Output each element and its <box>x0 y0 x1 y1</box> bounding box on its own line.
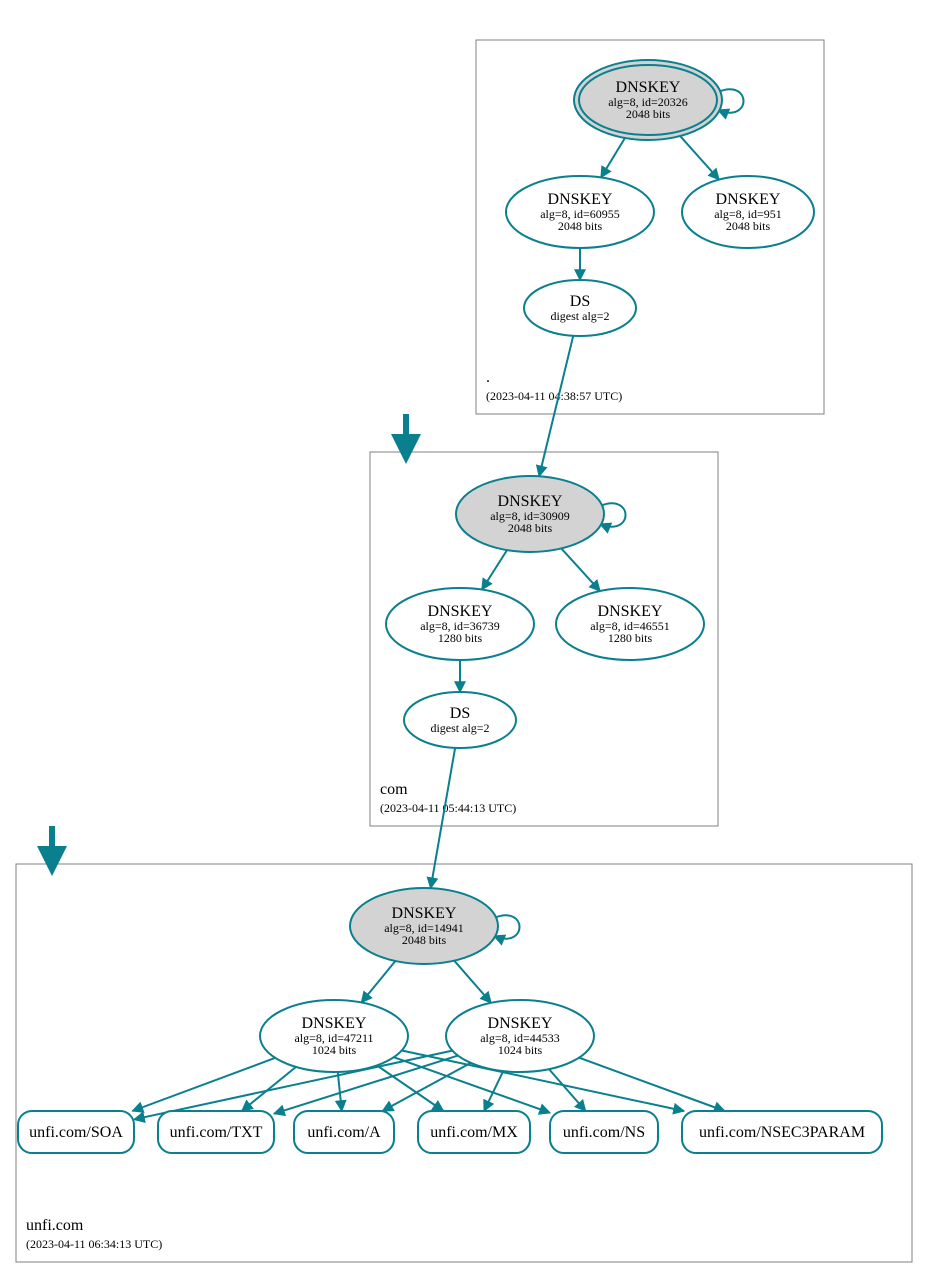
zone-timestamp: (2023-04-11 05:44:13 UTC) <box>380 801 516 815</box>
svg-text:2048 bits: 2048 bits <box>726 219 771 233</box>
zone-timestamp: (2023-04-11 04:38:57 UTC) <box>486 389 622 403</box>
svg-text:unfi.com/SOA: unfi.com/SOA <box>29 1124 123 1141</box>
edge <box>482 550 507 589</box>
edge <box>454 961 491 1003</box>
edge <box>361 961 395 1003</box>
svg-text:2048 bits: 2048 bits <box>402 933 447 947</box>
edge <box>680 136 719 180</box>
edge <box>132 1058 275 1111</box>
svg-text:DNSKEY: DNSKEY <box>716 191 781 208</box>
dnssec-diagram: . (2023-04-11 04:38:57 UTC) com (2023-04-11… <box>0 0 928 1278</box>
svg-text:1280 bits: 1280 bits <box>438 631 483 645</box>
svg-text:unfi.com/MX: unfi.com/MX <box>430 1124 518 1141</box>
node-rr_n3p: unfi.com/NSEC3PARAM <box>682 1111 882 1153</box>
svg-text:DS: DS <box>450 705 470 722</box>
svg-text:unfi.com/A: unfi.com/A <box>307 1124 381 1141</box>
node-rr_a: unfi.com/A <box>294 1111 394 1153</box>
svg-text:DNSKEY: DNSKEY <box>498 493 563 510</box>
node-root_zsk1: DNSKEYalg=8, id=609552048 bits <box>506 176 654 248</box>
node-root_ksk: DNSKEYalg=8, id=203262048 bits <box>574 60 722 140</box>
edge <box>561 548 600 591</box>
node-rr_ns: unfi.com/NS <box>550 1111 658 1153</box>
node-rr_soa: unfi.com/SOA <box>18 1111 134 1153</box>
svg-text:2048 bits: 2048 bits <box>626 107 671 121</box>
svg-text:unfi.com/NSEC3PARAM: unfi.com/NSEC3PARAM <box>699 1124 865 1141</box>
svg-text:unfi.com/TXT: unfi.com/TXT <box>170 1124 263 1141</box>
zone-name: unfi.com <box>26 1217 84 1234</box>
node-com_zsk1: DNSKEYalg=8, id=367391280 bits <box>386 588 534 660</box>
svg-text:1024 bits: 1024 bits <box>312 1043 357 1057</box>
edge <box>383 1063 471 1111</box>
node-unfi_zsk2: DNSKEYalg=8, id=445331024 bits <box>446 1000 594 1072</box>
edge <box>549 1069 586 1111</box>
svg-text:DNSKEY: DNSKEY <box>548 191 613 208</box>
node-root_ds: DSdigest alg=2 <box>524 280 636 336</box>
zone-name: com <box>380 781 408 798</box>
svg-text:2048 bits: 2048 bits <box>558 219 603 233</box>
svg-text:DNSKEY: DNSKEY <box>598 603 663 620</box>
node-com_zsk2: DNSKEYalg=8, id=465511280 bits <box>556 588 704 660</box>
svg-text:DNSKEY: DNSKEY <box>392 905 457 922</box>
edge <box>242 1067 296 1111</box>
svg-text:DNSKEY: DNSKEY <box>302 1015 367 1032</box>
svg-text:DNSKEY: DNSKEY <box>428 603 493 620</box>
edge <box>539 336 573 476</box>
svg-text:DNSKEY: DNSKEY <box>616 79 681 96</box>
node-rr_txt: unfi.com/TXT <box>158 1111 274 1153</box>
edge <box>601 138 625 177</box>
node-root_zsk2: DNSKEYalg=8, id=9512048 bits <box>682 176 814 248</box>
svg-text:DS: DS <box>570 293 590 310</box>
node-com_ds: DSdigest alg=2 <box>404 692 516 748</box>
svg-text:digest alg=2: digest alg=2 <box>430 721 489 735</box>
node-com_ksk: DNSKEYalg=8, id=309092048 bits <box>456 476 604 552</box>
svg-text:DNSKEY: DNSKEY <box>488 1015 553 1032</box>
edge <box>431 748 456 888</box>
node-unfi_ksk: DNSKEYalg=8, id=149412048 bits <box>350 888 498 964</box>
svg-text:digest alg=2: digest alg=2 <box>550 309 609 323</box>
svg-text:2048 bits: 2048 bits <box>508 521 553 535</box>
svg-text:unfi.com/NS: unfi.com/NS <box>563 1124 645 1141</box>
edge <box>579 1058 725 1111</box>
svg-text:1280 bits: 1280 bits <box>608 631 653 645</box>
svg-text:1024 bits: 1024 bits <box>498 1043 543 1057</box>
node-rr_mx: unfi.com/MX <box>418 1111 530 1153</box>
zone-timestamp: (2023-04-11 06:34:13 UTC) <box>26 1237 162 1251</box>
zone-name: . <box>486 369 490 386</box>
node-unfi_zsk1: DNSKEYalg=8, id=472111024 bits <box>260 1000 408 1072</box>
